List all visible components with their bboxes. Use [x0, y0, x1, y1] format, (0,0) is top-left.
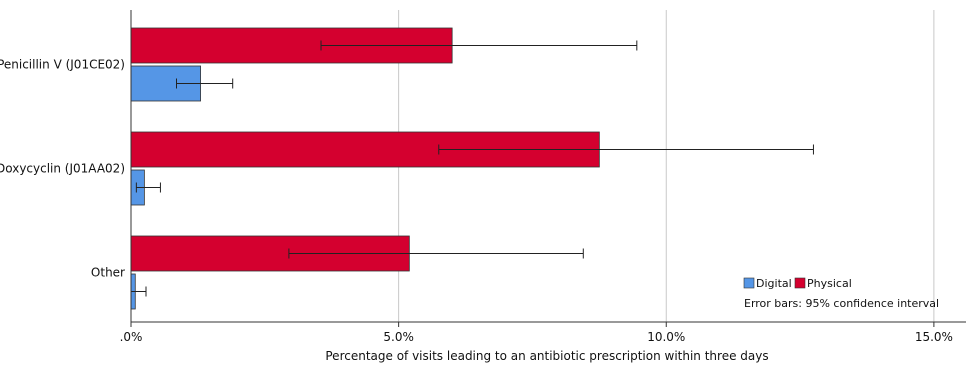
- x-axis-title: Percentage of visits leading to an antib…: [325, 349, 768, 363]
- x-tick-label: .0%: [120, 330, 143, 344]
- x-tick-label: 5.0%: [383, 330, 414, 344]
- bars-layer: [130, 27, 600, 310]
- x-tick-label: 10.0%: [647, 330, 685, 344]
- legend-swatch-digital: [743, 277, 755, 289]
- legend-label-physical: Physical: [807, 277, 852, 290]
- axis-layer: [130, 10, 966, 327]
- legend-swatch-physical: [794, 277, 806, 289]
- legend: Digital Physical Error bars: 95% confide…: [743, 277, 939, 310]
- category-label: Doxycyclin (J01AA02): [0, 162, 125, 176]
- x-tick-label: 15.0%: [915, 330, 953, 344]
- category-label: Penicillin V (J01CE02): [0, 58, 125, 72]
- error-bars-note: Error bars: 95% confidence interval: [744, 297, 939, 310]
- category-label: Other: [91, 266, 125, 280]
- error-bars-layer: [130, 40, 814, 297]
- labels-layer: .0% 5.0% 10.0% 15.0% Penicillin V (J01CE02) D…: [0, 58, 953, 345]
- legend-label-digital: Digital: [756, 277, 792, 290]
